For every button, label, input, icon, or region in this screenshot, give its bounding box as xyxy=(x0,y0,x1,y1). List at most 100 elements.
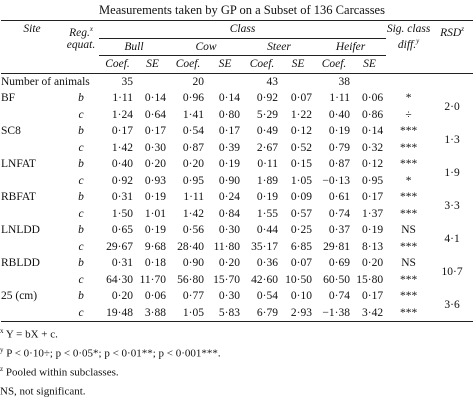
significance: NS xyxy=(401,224,416,237)
rsd-value: 10·7 xyxy=(441,265,463,278)
value-cell: 0·93 xyxy=(144,174,166,187)
value-cell: 0·86 xyxy=(361,108,384,121)
value-cell: 0·54 xyxy=(182,125,204,138)
value-cell: 0·11 xyxy=(257,158,278,171)
animals-value: 43 xyxy=(266,75,279,88)
value-cell: 0·40 xyxy=(111,158,133,171)
value-cell: 0·39 xyxy=(218,141,240,154)
value-cell: 3·42 xyxy=(353,304,387,322)
value-cell: 0·09 xyxy=(290,191,312,204)
footnote-mark: x xyxy=(89,25,93,33)
equation-term: c xyxy=(78,207,84,220)
value-cell: 3·88 xyxy=(136,304,169,322)
value-cell: 0·12 xyxy=(361,158,384,171)
value-cell: 42·60 xyxy=(251,273,278,286)
value-cell: 0·31 xyxy=(111,257,133,270)
data-row: c 1·24 0·64 1·41 0·80 5·29 1·22 0·40 0·86 ÷ xyxy=(1,107,473,124)
site-name: BF xyxy=(1,92,16,104)
value-cell: 0·54 xyxy=(256,290,278,303)
equation-term: c xyxy=(78,273,84,286)
value-cell: 0·14 xyxy=(218,92,240,105)
data-table: Site Reg.x equat. Class Sig. class diff.y… xyxy=(1,20,474,322)
value-cell: 1·50 xyxy=(111,207,133,220)
value-cell: 15·70 xyxy=(213,273,240,286)
value-cell: 0·57 xyxy=(290,207,312,220)
table-body: Number of animals 35 20 43 38 BF b 1·11 0·14 0·96… xyxy=(1,73,474,322)
value-cell: 0·06 xyxy=(144,290,166,303)
value-cell: 0·87 xyxy=(328,158,350,171)
value-cell: 0·25 xyxy=(290,224,312,237)
value-cell: 29·67 xyxy=(106,240,133,253)
footnote-mark: z xyxy=(461,25,464,33)
value-cell: 0·74 xyxy=(328,207,350,220)
value-cell: 60·50 xyxy=(323,273,350,286)
value-cell: 0·19 xyxy=(144,224,166,237)
data-row: BF b 1·11 0·14 0·96 0·14 0·92 0·07 1·11 0·06 * 2·0 xyxy=(1,90,473,113)
value-cell: 0·19 xyxy=(361,224,384,237)
value-cell: 1·42 xyxy=(111,141,133,154)
value-cell: 15·80 xyxy=(356,273,384,286)
value-cell: 5·83 xyxy=(207,304,243,322)
value-cell: 0·20 xyxy=(218,257,240,270)
value-cell: 0·90 xyxy=(182,257,204,270)
value-cell: 0·10 xyxy=(290,290,312,303)
value-cell: 6·79 xyxy=(243,304,281,322)
value-cell: 0·30 xyxy=(218,290,240,303)
value-cell: 29·81 xyxy=(323,240,350,253)
significance: *** xyxy=(399,207,418,220)
value-cell: 1·89 xyxy=(256,174,278,187)
equation-term: b xyxy=(78,158,84,171)
subheader: SE xyxy=(281,55,315,74)
rsd-value: 1·9 xyxy=(444,166,460,179)
equation-term: b xyxy=(78,257,84,270)
value-cell: 0·17 xyxy=(144,125,166,138)
value-cell: 0·69 xyxy=(328,257,350,270)
value-cell: 0·37 xyxy=(328,224,350,237)
header-text: Site xyxy=(23,23,41,35)
class-name: Cow xyxy=(169,38,243,56)
footnote-text: Y = bX + c. xyxy=(5,328,58,341)
significance: *** xyxy=(399,240,418,253)
header-row: Site Reg.x equat. Class Sig. class diff.y… xyxy=(1,20,474,74)
subheader: SE xyxy=(136,55,169,74)
class-name: Bull xyxy=(99,38,169,56)
rsd-value: 4·1 xyxy=(444,232,460,245)
significance: *** xyxy=(399,158,418,171)
footnote: z Pooled within subclasses. xyxy=(0,362,474,381)
value-cell: 0·19 xyxy=(218,158,240,171)
data-row: c 0·92 0·93 0·95 0·90 1·89 1·05 −0·13 0·95 * xyxy=(1,173,473,190)
subheader: Coef. xyxy=(99,55,136,74)
data-row: LNFAT b 0·40 0·20 0·20 0·19 0·11 0·15 0·87 0·12 **… xyxy=(1,156,473,179)
value-cell: 0·90 xyxy=(218,174,240,187)
value-cell: 0·18 xyxy=(144,257,166,270)
site-name: LNFAT xyxy=(1,158,36,170)
footnote: y P < 0·10÷; p < 0·05*; p < 0·01**; p < … xyxy=(0,343,474,362)
value-cell: 0·20 xyxy=(182,158,204,171)
footnote-mark: y xyxy=(0,346,4,355)
footnote-text: P < 0·10÷; p < 0·05*; p < 0·01**; p < 0·… xyxy=(6,347,221,360)
equation-term: c xyxy=(78,240,84,253)
value-cell: 0·79 xyxy=(328,141,350,154)
value-cell: 2·93 xyxy=(281,304,315,322)
significance: *** xyxy=(386,304,432,322)
header-rsd: RSDz xyxy=(431,20,474,74)
value-cell: 0·15 xyxy=(290,158,312,171)
value-cell: 1·37 xyxy=(361,207,384,220)
subheader-row: Coef. SE Coef. SE Coef. SE Coef. SE xyxy=(1,55,473,74)
value-cell: 11·80 xyxy=(213,240,240,253)
subheader: SE xyxy=(207,55,243,74)
empty-cell xyxy=(386,73,431,90)
value-cell: 1·11 xyxy=(183,191,204,204)
value-cell: 1·11 xyxy=(329,92,350,105)
value-cell: 0·92 xyxy=(256,92,278,105)
value-cell: 0·74 xyxy=(328,290,350,303)
value-cell: 0·32 xyxy=(361,141,384,154)
data-row: 25 (cm) b 0·20 0·06 0·77 0·30 0·54 0·10 0·74 0·17… xyxy=(1,288,474,322)
value-cell: 19·48 xyxy=(99,304,136,322)
rsd-value: 3·3 xyxy=(444,199,460,212)
value-cell: 0·19 xyxy=(256,191,278,204)
empty-cell xyxy=(207,73,243,90)
header-class: Class xyxy=(99,20,387,39)
data-row: RBLDD b 0·31 0·18 0·90 0·20 0·36 0·07 0·69 0·20 NS… xyxy=(1,255,473,278)
